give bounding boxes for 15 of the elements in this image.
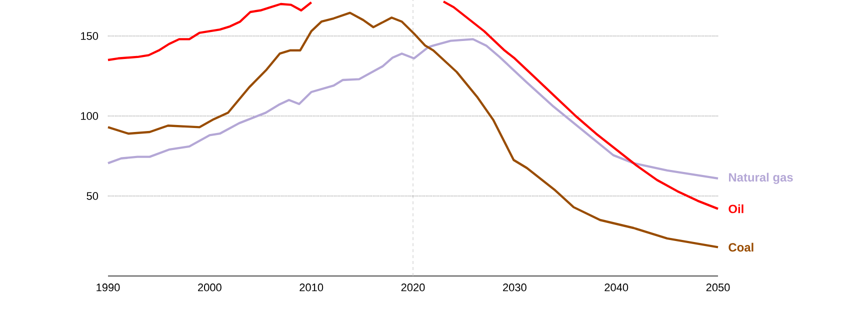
y-tick-label: 100 bbox=[81, 112, 98, 120]
y-tick-label: 150 bbox=[81, 32, 98, 40]
x-tick-label: 2000 bbox=[198, 284, 222, 292]
x-tick-label: 2050 bbox=[706, 284, 730, 292]
y-tick-label: 50 bbox=[86, 192, 98, 200]
series-label: Coal bbox=[728, 242, 754, 252]
x-tick-label: 2020 bbox=[401, 284, 425, 292]
x-tick-label: 2030 bbox=[503, 284, 526, 292]
line-series bbox=[106, 38, 720, 180]
x-tick-label: 1990 bbox=[96, 284, 120, 292]
series-label: Oil bbox=[728, 204, 744, 214]
line-series bbox=[106, 12, 720, 248]
x-tick-label: 2010 bbox=[300, 284, 324, 292]
x-tick-label: 2040 bbox=[604, 284, 628, 292]
series-label: Natural gas bbox=[729, 172, 793, 184]
